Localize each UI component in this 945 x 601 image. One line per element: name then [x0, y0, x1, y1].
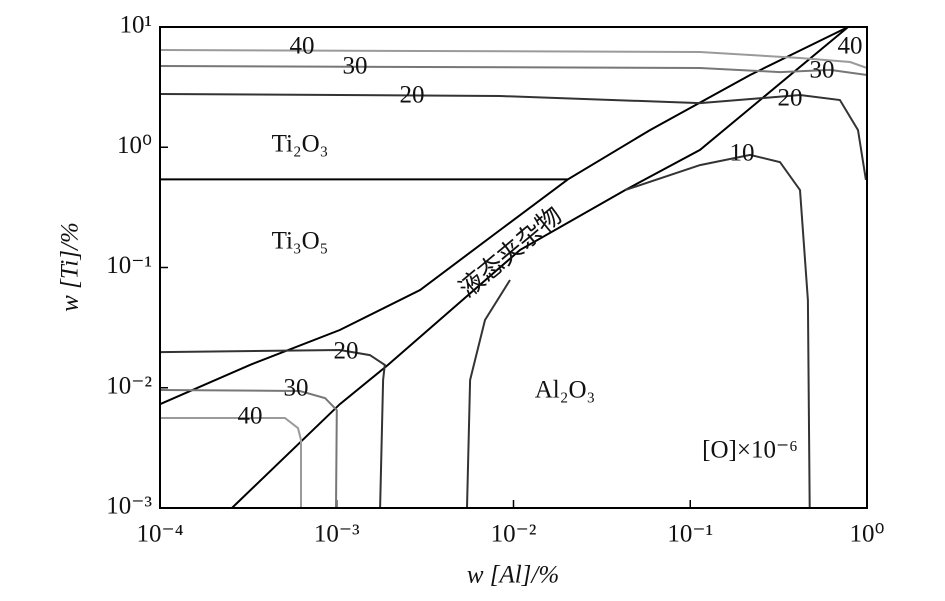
annotation: Al₂O₃: [535, 377, 596, 404]
annotation: Ti₃O₅: [272, 228, 329, 255]
contour-line: [231, 26, 849, 509]
annotation: 20: [334, 338, 359, 365]
annotation: [O]×10⁻⁶: [702, 437, 798, 464]
contour-line: [160, 417, 302, 508]
x-axis-label: w [Al]/%: [467, 562, 559, 589]
contour-line: [159, 348, 386, 509]
annotation: 10: [730, 140, 755, 167]
y-axis-label: w [Ti]/%: [57, 222, 84, 312]
contour-line: [159, 389, 338, 509]
annotation: 40: [290, 33, 315, 60]
contour-line: [159, 65, 868, 76]
annotation: 30: [284, 375, 309, 402]
y-tick-label: 10⁻³: [106, 493, 152, 520]
contour-line: [159, 49, 868, 69]
contour-line: [466, 153, 811, 509]
y-tick-label: 10⁻²: [106, 372, 152, 399]
annotation: 40: [238, 403, 263, 430]
y-tick-label: 10¹: [120, 12, 153, 39]
y-tick-label: 10⁻¹: [106, 252, 152, 279]
contour-line: [159, 93, 867, 181]
contour-line: [159, 26, 849, 406]
annotation: 20: [400, 82, 425, 109]
annotation: 30: [810, 57, 835, 84]
x-tick-label: 10⁰: [849, 521, 884, 548]
x-tick-label: 10⁻¹: [667, 521, 713, 548]
y-tick-label: 10⁰: [117, 132, 152, 159]
annotation: 40: [838, 33, 863, 60]
annotation: 30: [343, 53, 368, 80]
annotation: 20: [778, 85, 803, 112]
x-tick-label: 10⁻⁴: [137, 521, 184, 548]
annotation: Ti₂O₃: [272, 131, 329, 158]
x-tick-label: 10⁻³: [314, 521, 360, 548]
x-tick-label: 10⁻²: [491, 521, 537, 548]
plot-frame: [159, 26, 868, 509]
